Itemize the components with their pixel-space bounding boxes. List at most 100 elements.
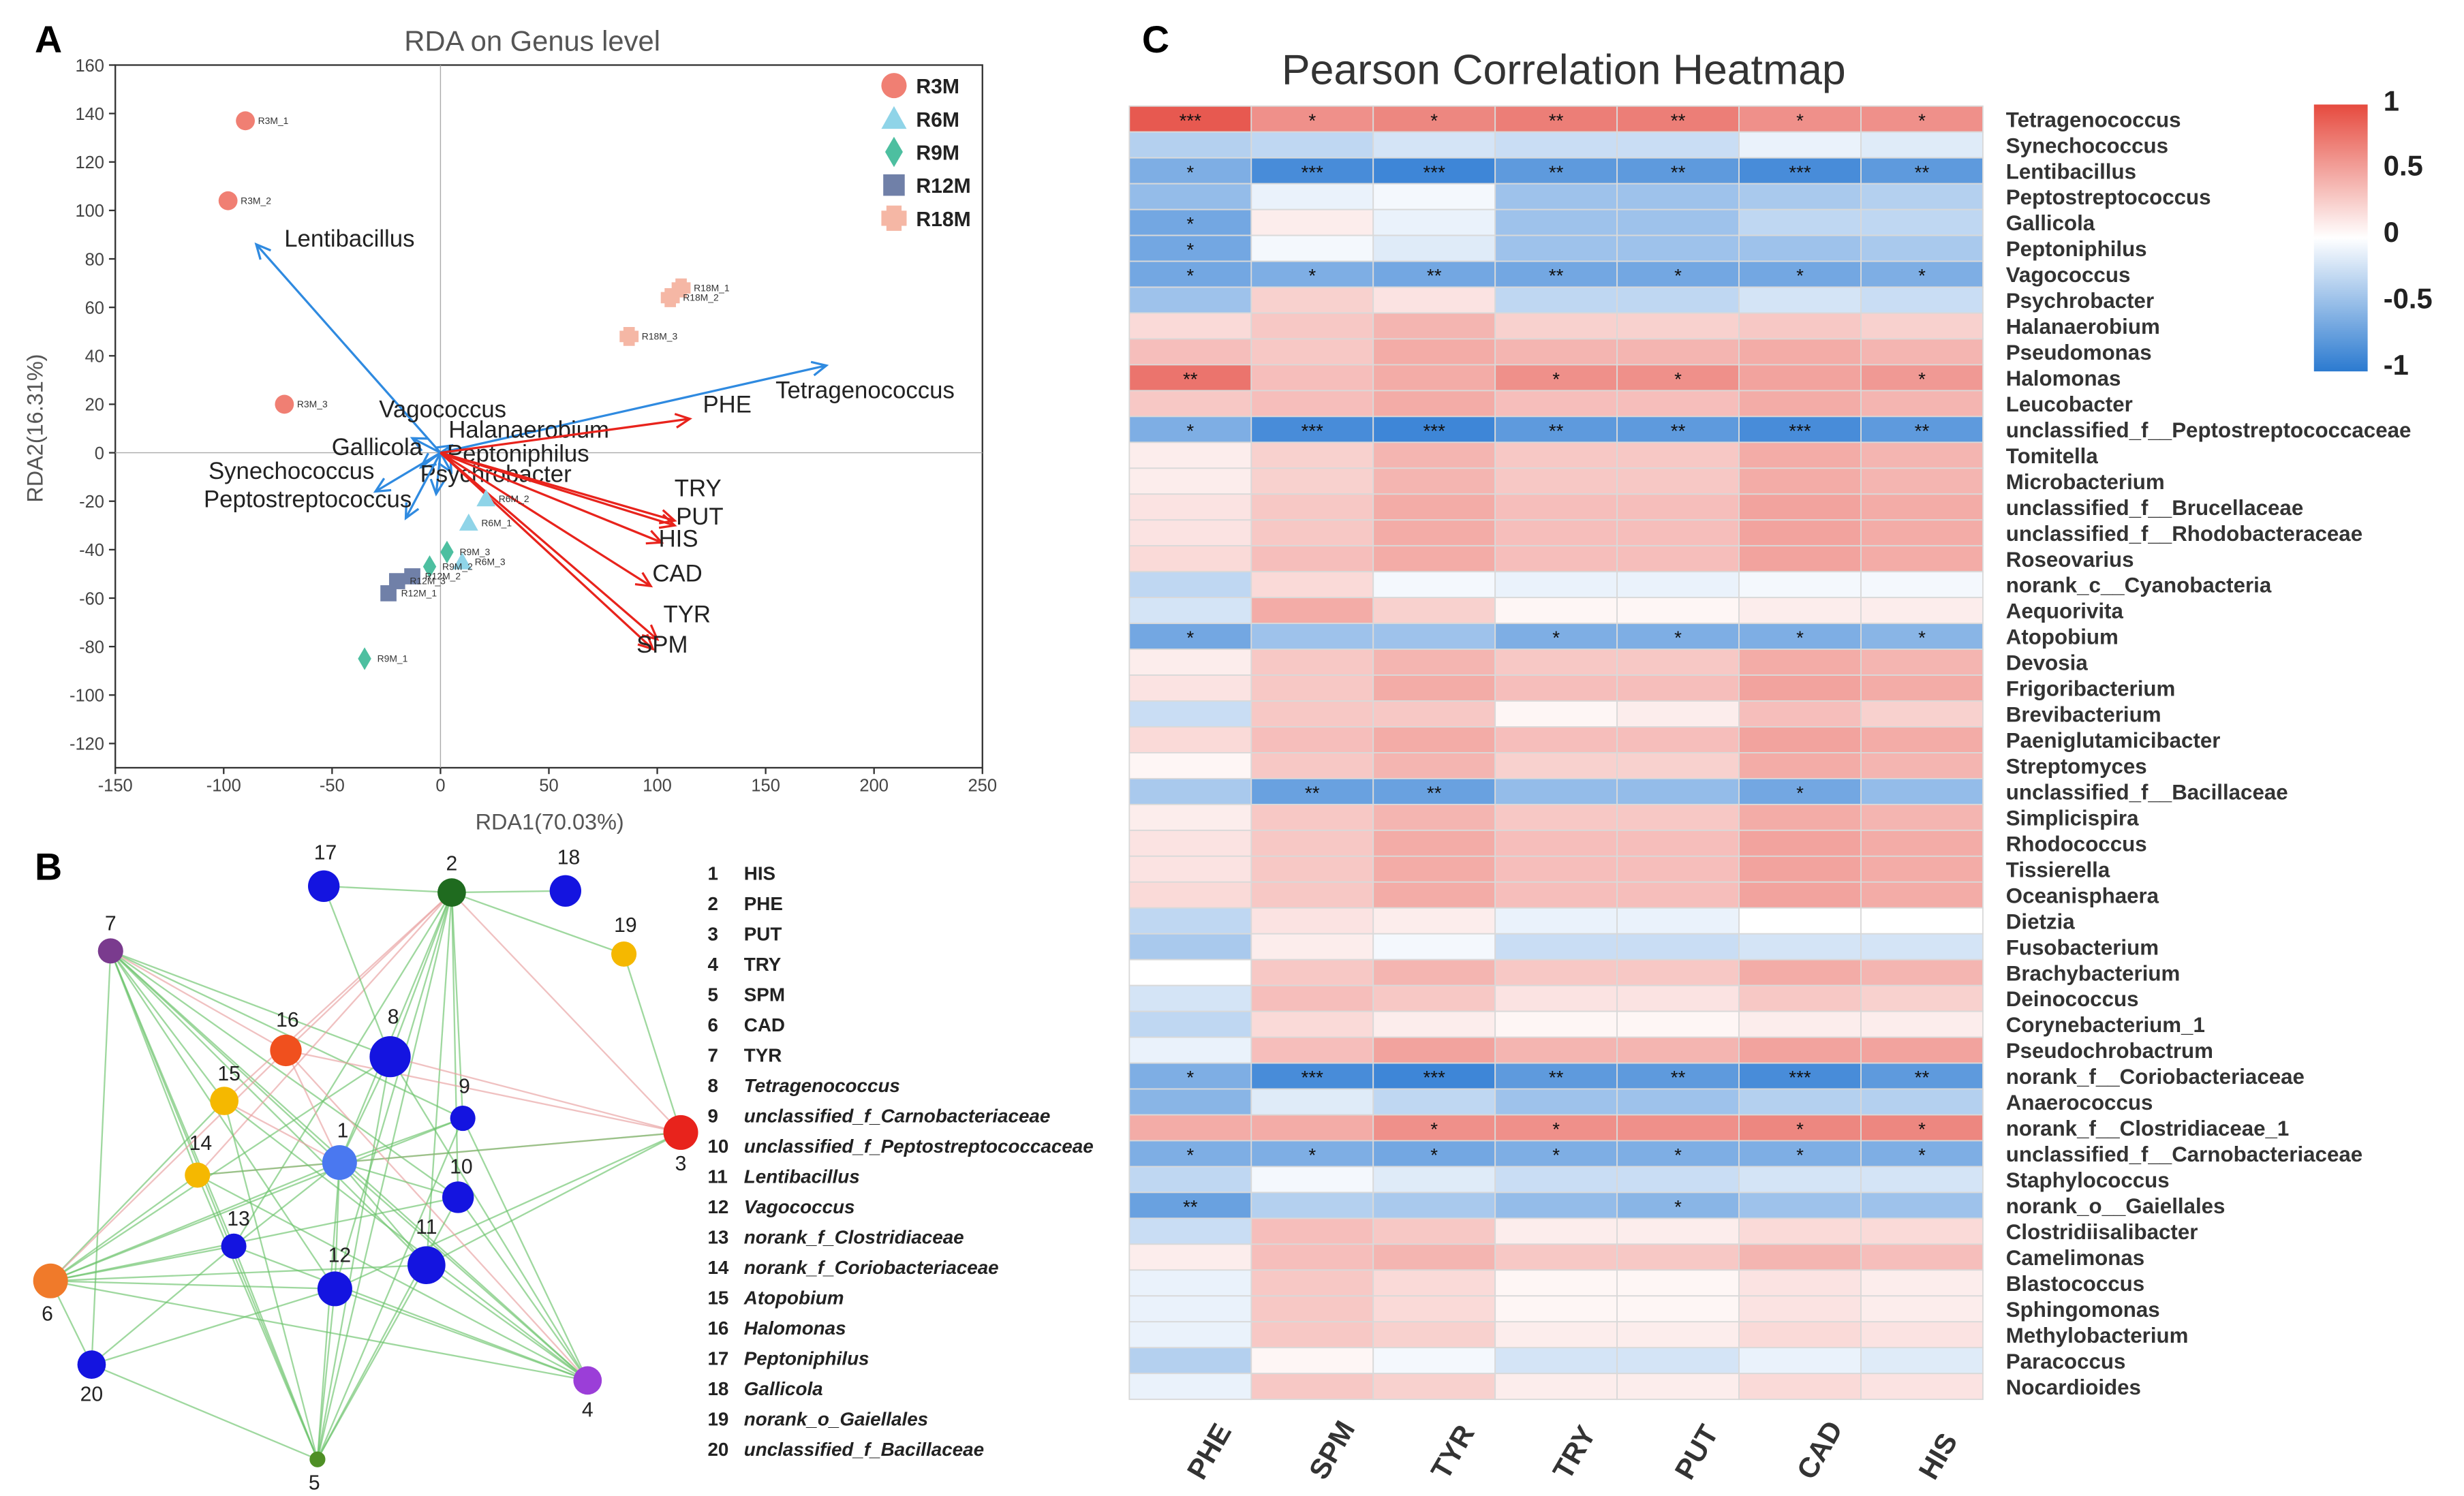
sample-label: R6M_3 xyxy=(475,556,506,567)
panel-label-b: B xyxy=(35,846,62,888)
heatmap-cell xyxy=(1372,959,1496,986)
y-tick-label: 80 xyxy=(85,250,104,269)
network-node xyxy=(322,1144,357,1180)
heatmap-cell xyxy=(1494,984,1618,1012)
network-key-number: 8 xyxy=(707,1075,718,1096)
genus-vector-label: Peptostreptococcus xyxy=(204,487,412,513)
heatmap-cell xyxy=(1128,286,1252,314)
sample-point xyxy=(380,585,397,602)
heatmap-cell xyxy=(1250,700,1374,728)
heatmap-cell xyxy=(1494,312,1618,340)
heatmap-cell xyxy=(1128,493,1252,521)
significance-marker: ** xyxy=(1671,1067,1686,1088)
heatmap-row-label: unclassified_f__Peptostreptococcaceae xyxy=(2006,418,2412,442)
network-edge xyxy=(451,892,681,1134)
heatmap-cell xyxy=(1372,649,1496,676)
heatmap-column-label: PUT xyxy=(1668,1419,1725,1484)
heatmap-cell xyxy=(1616,286,1740,314)
colorbar-tick-label: 0.5 xyxy=(2384,150,2423,182)
network-key-label: unclassified_f_Peptostreptococcaceae xyxy=(744,1136,1094,1157)
heatmap-cell xyxy=(1860,649,1984,676)
genus-vector-arrowhead xyxy=(410,437,429,452)
network-edge xyxy=(390,1056,681,1134)
heatmap-cell xyxy=(1860,1243,1984,1271)
x-tick-label: 0 xyxy=(435,777,445,796)
heatmap-cell xyxy=(1860,752,1984,779)
network-edge xyxy=(91,1364,318,1461)
significance-marker: *** xyxy=(1789,1067,1811,1088)
env-vector-label: PUT xyxy=(676,504,723,530)
network-key-label: TYR xyxy=(744,1045,782,1066)
heatmap-cell xyxy=(1250,649,1374,676)
heatmap-cell xyxy=(1250,726,1374,753)
heatmap-cell xyxy=(1128,597,1252,625)
heatmap-cell xyxy=(1738,726,1862,753)
heatmap-row-label: Streptomyces xyxy=(2006,755,2147,779)
network-node-number: 5 xyxy=(309,1471,320,1494)
sample-label: R6M_1 xyxy=(481,517,512,528)
heatmap-cell xyxy=(1128,803,1252,831)
network-key-number: 13 xyxy=(707,1227,728,1248)
heatmap-cell xyxy=(1738,208,1862,236)
significance-marker: * xyxy=(1796,1119,1804,1140)
heatmap-cell xyxy=(1860,855,1984,883)
network-edge xyxy=(110,950,226,1102)
heatmap-cell xyxy=(1494,1347,1618,1375)
heatmap-cell xyxy=(1250,1088,1374,1116)
heatmap-cell xyxy=(1128,881,1252,909)
significance-marker: ** xyxy=(1549,1067,1564,1088)
network-edge xyxy=(50,1050,287,1282)
significance-marker: ** xyxy=(1183,369,1198,390)
heatmap-cell xyxy=(1128,829,1252,857)
heatmap-cell xyxy=(1250,416,1374,443)
env-vector-label: HIS xyxy=(659,526,698,552)
heatmap-cell xyxy=(1250,390,1374,418)
heatmap-cell xyxy=(1616,881,1740,909)
legend-label: R18M xyxy=(916,208,970,231)
env-vector-arrowhead xyxy=(645,529,664,545)
heatmap-cell xyxy=(1128,364,1252,392)
network-edge xyxy=(50,1174,198,1282)
heatmap-row-label: Tissierella xyxy=(2006,858,2110,882)
network-edge xyxy=(339,1132,681,1164)
sample-label: R3M_1 xyxy=(258,115,289,126)
heatmap-cell xyxy=(1738,441,1862,469)
genus-vector-arrowhead xyxy=(429,478,446,497)
significance-marker: * xyxy=(1186,1067,1194,1088)
sample-label: R18M_2 xyxy=(683,292,719,303)
network-node xyxy=(317,1271,352,1307)
heatmap-cell xyxy=(1250,907,1374,935)
significance-marker: * xyxy=(1918,110,1926,131)
sample-label: R12M_2 xyxy=(425,571,461,582)
legend-marker xyxy=(881,73,907,99)
network-edge xyxy=(285,1050,589,1382)
heatmap-cell xyxy=(1616,1373,1740,1401)
heatmap-cell xyxy=(1372,1088,1496,1116)
heatmap-cell xyxy=(1494,959,1618,986)
significance-marker: ** xyxy=(1915,1067,1930,1088)
network-key-label: SPM xyxy=(744,984,785,1006)
heatmap-cell xyxy=(1128,1088,1252,1116)
heatmap-cell xyxy=(1616,1269,1740,1297)
significance-marker: * xyxy=(1552,627,1560,649)
significance-marker: * xyxy=(1918,369,1926,390)
heatmap-cell xyxy=(1372,1243,1496,1271)
genus-vector-label: Lentibacillus xyxy=(284,226,414,252)
y-tick-label: 160 xyxy=(75,57,104,76)
legend-marker xyxy=(881,106,907,129)
heatmap-cell xyxy=(1128,183,1252,211)
x-tick-label: -100 xyxy=(206,777,241,796)
heatmap-row-label: Paeniglutamicibacter xyxy=(2006,729,2221,753)
heatmap-row-label: Psychrobacter xyxy=(2006,289,2154,313)
env-vector-label: PHE xyxy=(703,392,751,418)
heatmap-cell xyxy=(1860,1373,1984,1401)
genus-vector-arrow xyxy=(435,452,442,495)
genus-vector-arrow xyxy=(405,452,442,519)
heatmap-cell xyxy=(1250,441,1374,469)
heatmap-cell xyxy=(1372,1036,1496,1064)
heatmap-cell xyxy=(1128,700,1252,728)
genus-vector-label: Gallicola xyxy=(332,435,423,461)
heatmap-column-label: PHE xyxy=(1180,1418,1237,1484)
heatmap-cell xyxy=(1250,1036,1374,1064)
